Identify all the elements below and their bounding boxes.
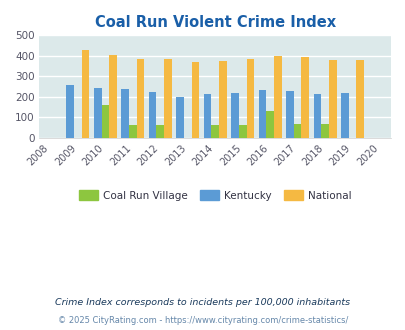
Bar — [273, 56, 281, 138]
Bar — [211, 125, 219, 138]
Bar — [230, 93, 238, 138]
Title: Coal Run Violent Crime Index: Coal Run Violent Crime Index — [94, 15, 335, 30]
Bar — [238, 125, 246, 138]
Bar — [101, 105, 109, 138]
Bar — [266, 111, 273, 138]
Bar — [320, 124, 328, 138]
Bar — [156, 125, 164, 138]
Bar — [286, 91, 293, 138]
Bar — [148, 92, 156, 138]
Bar — [164, 58, 171, 138]
Bar — [356, 60, 363, 138]
Bar — [313, 94, 320, 138]
Bar — [293, 124, 301, 138]
Bar — [136, 58, 144, 138]
Bar — [301, 57, 308, 138]
Bar — [176, 96, 183, 138]
Text: Crime Index corresponds to incidents per 100,000 inhabitants: Crime Index corresponds to incidents per… — [55, 298, 350, 307]
Bar — [219, 61, 226, 138]
Bar — [340, 93, 348, 138]
Bar — [258, 90, 266, 138]
Bar — [109, 55, 117, 138]
Bar — [328, 60, 336, 138]
Bar — [129, 125, 136, 138]
Bar — [66, 84, 74, 138]
Bar — [81, 50, 89, 138]
Legend: Coal Run Village, Kentucky, National: Coal Run Village, Kentucky, National — [75, 186, 355, 205]
Bar — [94, 88, 101, 138]
Bar — [246, 59, 254, 138]
Bar — [121, 89, 129, 138]
Bar — [203, 94, 211, 138]
Bar — [191, 62, 199, 138]
Text: © 2025 CityRating.com - https://www.cityrating.com/crime-statistics/: © 2025 CityRating.com - https://www.city… — [58, 316, 347, 325]
